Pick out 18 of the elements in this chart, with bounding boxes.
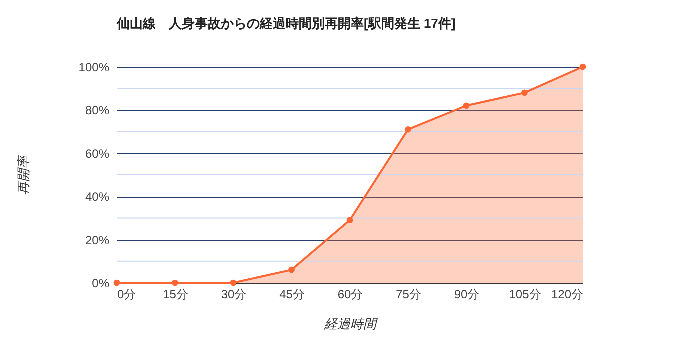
y-tick-label: 40% bbox=[85, 190, 110, 204]
x-tick-label: 105分 bbox=[509, 288, 542, 302]
x-tick-label: 15分 bbox=[163, 288, 188, 302]
y-tick-label: 100% bbox=[78, 60, 110, 74]
y-tick-label: 20% bbox=[85, 233, 110, 248]
x-tick-label: 90分 bbox=[454, 288, 480, 302]
y-tick-label: 60% bbox=[85, 146, 110, 161]
x-tick-label: 45分 bbox=[280, 288, 305, 302]
x-tick-label: 75分 bbox=[396, 288, 422, 302]
x-tick-label: 60分 bbox=[338, 288, 364, 302]
y-tick-label: 0% bbox=[92, 276, 110, 290]
y-tick-label: 80% bbox=[85, 104, 110, 118]
x-tick-label: 120分 bbox=[551, 288, 584, 302]
x-axis-title: 経過時間 bbox=[324, 316, 378, 332]
y-axis-title: 再開率 bbox=[16, 154, 31, 195]
x-tick-label: 30分 bbox=[221, 288, 247, 302]
chart-title: 仙山線 人身事故からの経過時間別再開率[駅間発生 17件] bbox=[116, 16, 456, 31]
x-tick-label: 0分 bbox=[118, 288, 136, 302]
